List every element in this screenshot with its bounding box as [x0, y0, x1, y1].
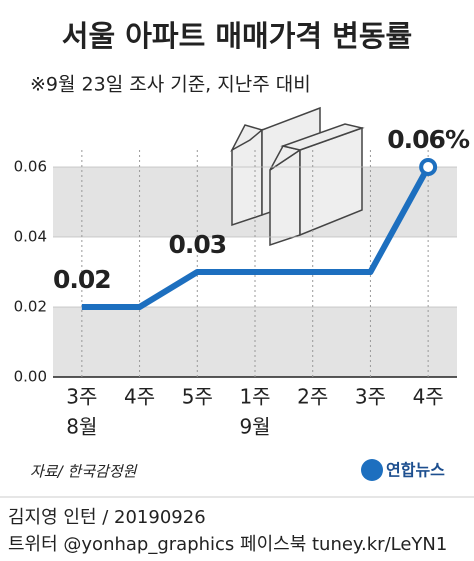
- line: [81, 165, 431, 310]
- chart-title: 서울 아파트 매매가격 변동률: [62, 19, 412, 53]
- month-label: 9월: [239, 415, 270, 439]
- footer-line: 김지영 인턴 / 20190926: [8, 507, 206, 528]
- building-icon: [230, 106, 365, 247]
- value-label: 0.02: [53, 265, 111, 294]
- value-label: 0.06%: [387, 125, 470, 154]
- x-tick-label: 4주: [124, 385, 155, 409]
- x-tick-label: 2주: [297, 385, 328, 409]
- x-tick-label: 4주: [413, 385, 444, 409]
- logo: 연합뉴스: [386, 461, 445, 480]
- x-tick-label: 3주: [355, 385, 386, 409]
- y-tick-label: 0.02: [14, 298, 47, 316]
- end-marker: [419, 158, 438, 176]
- y-tick-label: 0.04: [14, 228, 47, 246]
- chart-subtitle: ※9월 23일 조사 기준, 지난주 대비: [30, 74, 311, 96]
- x-tick-label: 5주: [182, 385, 213, 409]
- plot: 0.00 0.02 0.04 0.06 3주 8월 4주 5주 1주 9월 2주 3주 4주 0.02 0.…: [14, 125, 471, 439]
- source: 자료/ 한국감정원: [30, 463, 138, 481]
- footer-line: 트위터 @yonhap_graphics 페이스북 tuney.kr/LeYN1: [8, 534, 447, 555]
- month-label: 8월: [66, 415, 97, 439]
- value-label: 0.03: [168, 230, 226, 259]
- logo-icon: [361, 459, 383, 481]
- y-tick-label: 0.06: [14, 158, 47, 176]
- x-tick-label: 1주: [239, 385, 270, 409]
- x-tick-label: 3주: [66, 385, 97, 409]
- y-tick-label: 0.00: [14, 368, 47, 386]
